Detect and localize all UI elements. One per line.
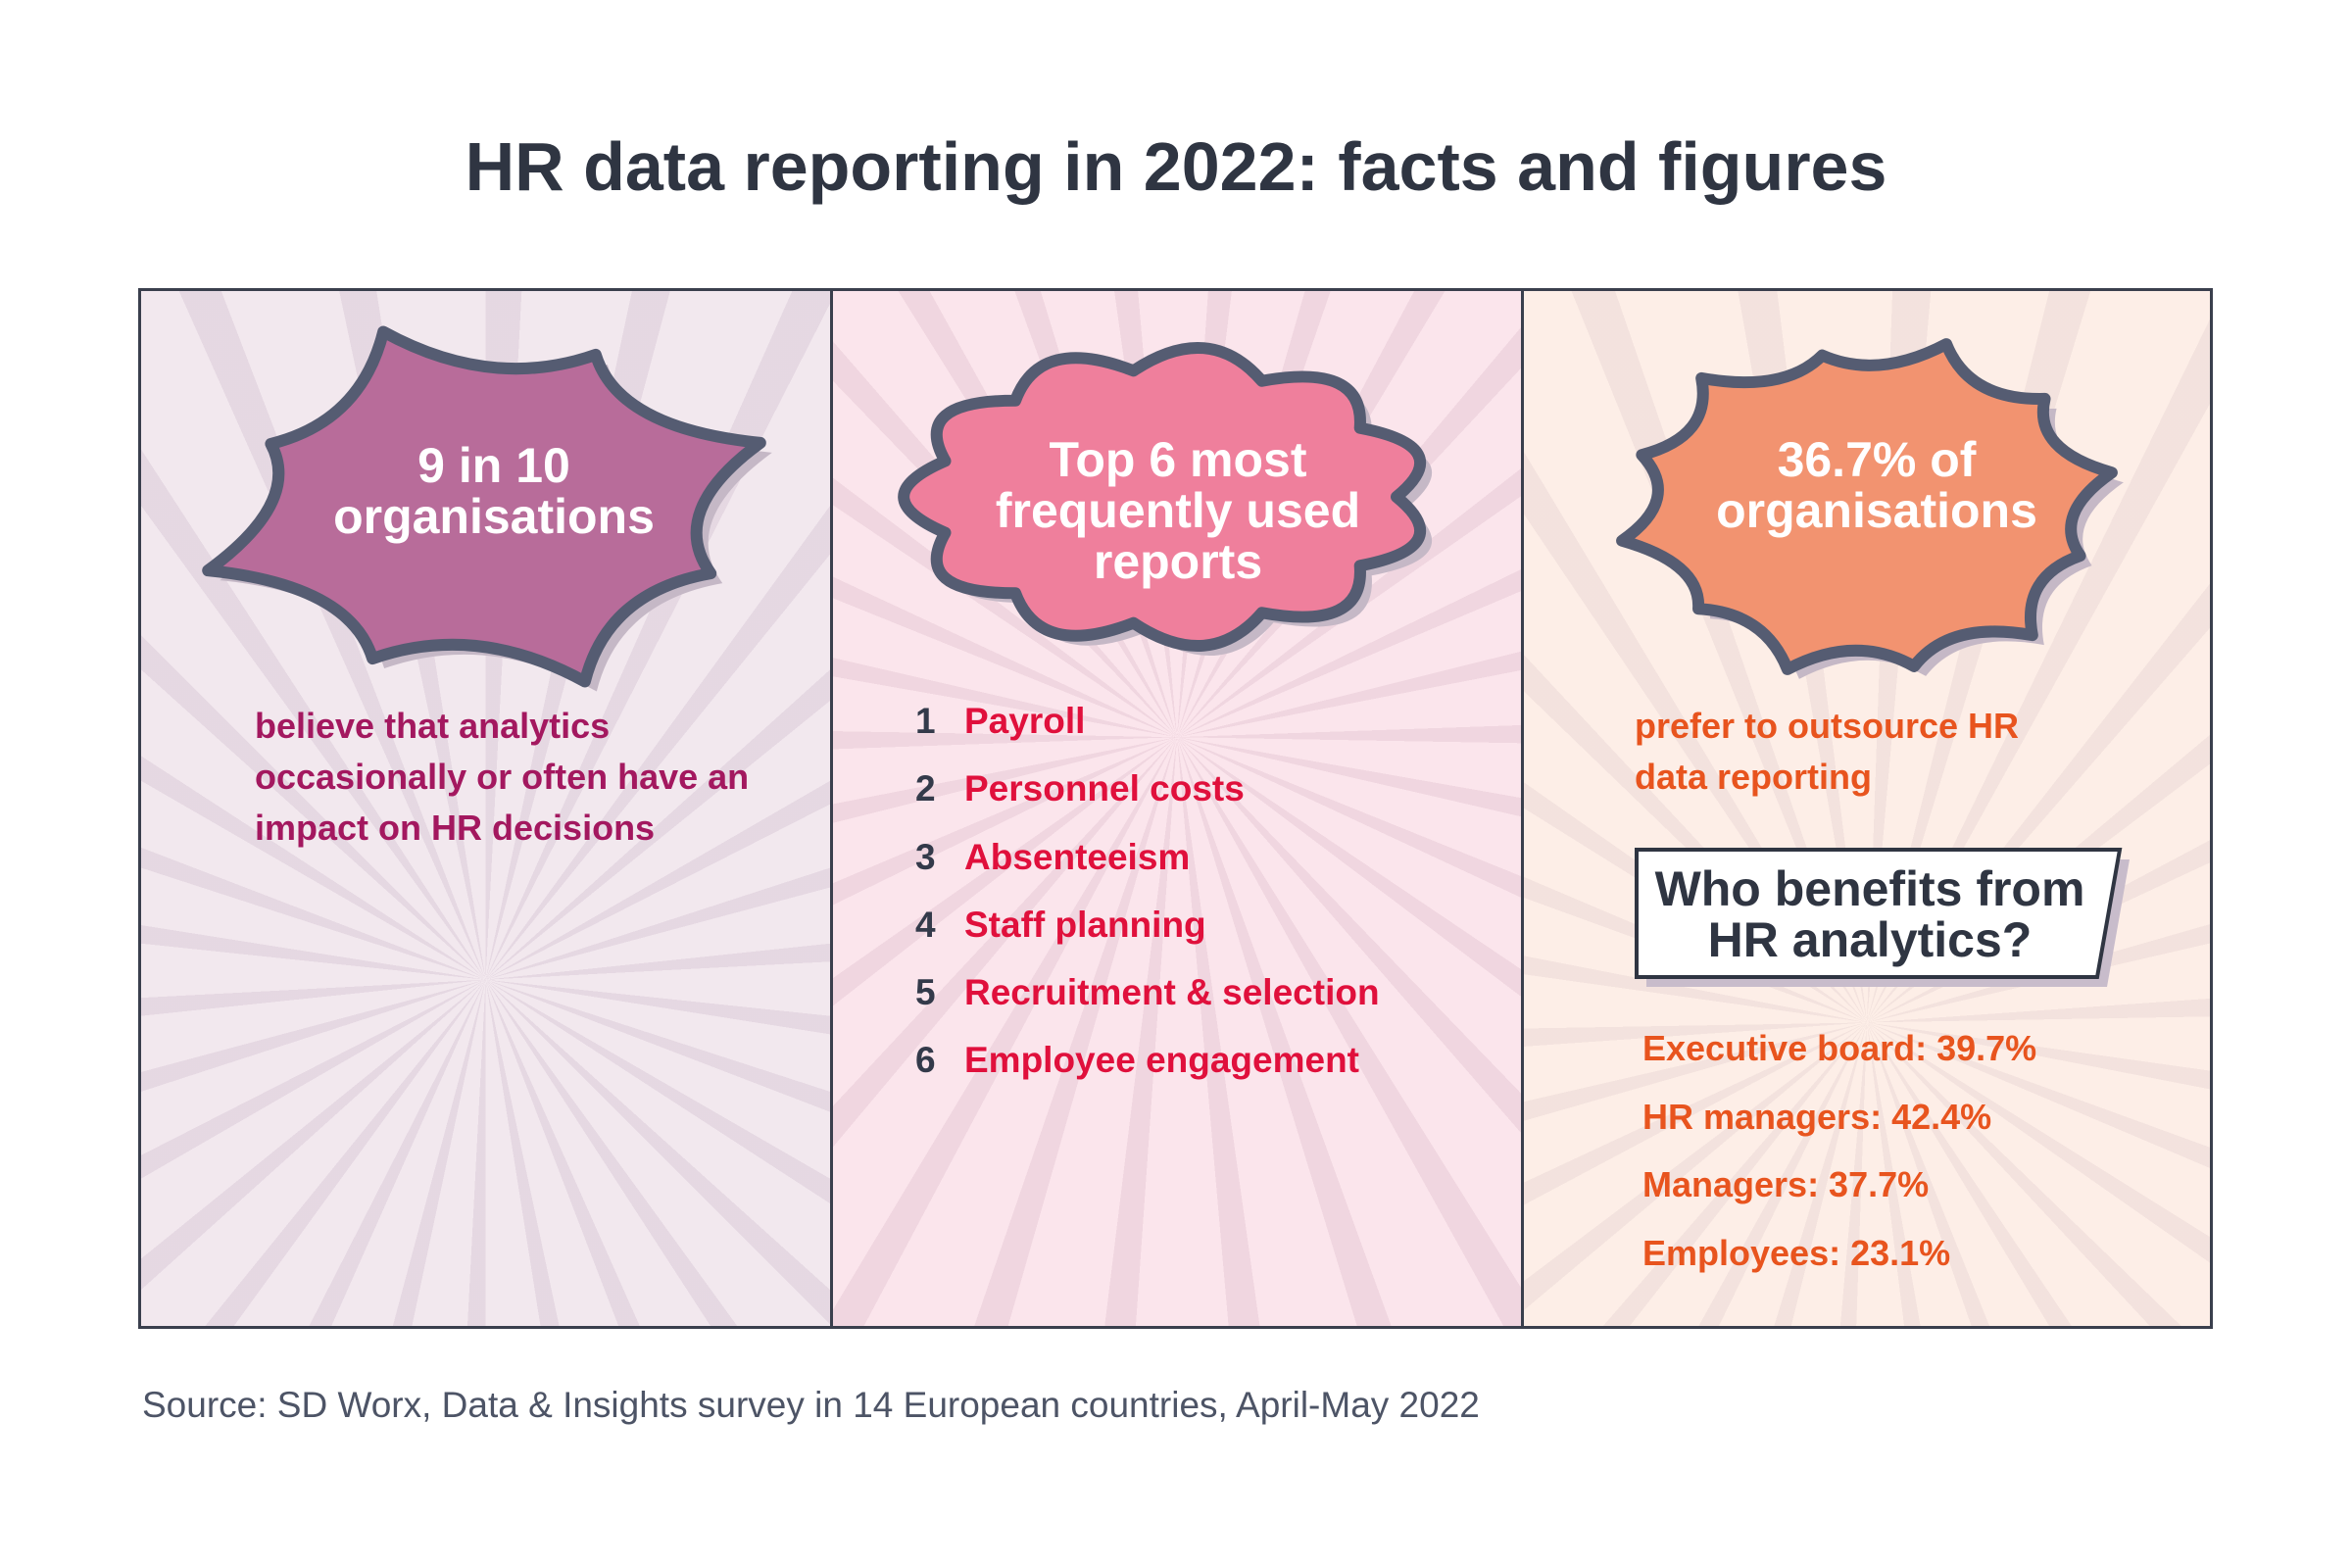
middle-headline: Top 6 most frequently used reports <box>884 434 1472 587</box>
stat-item: Executive board: 39.7% <box>1642 1028 2037 1068</box>
cloud-fill <box>898 341 1427 653</box>
list-item: 3 Absenteeism <box>915 837 1380 905</box>
middle-headline-line1: Top 6 most <box>1049 432 1307 487</box>
stat-item: Employees: 23.1% <box>1642 1232 1951 1273</box>
stat-item: HR managers: 42.4% <box>1642 1096 1992 1137</box>
left-description: believe that analytics occasionally or o… <box>255 706 750 848</box>
rank: 5 <box>915 972 936 1013</box>
panel-right: 36.7% of organisations prefer to outsour… <box>1524 291 2210 1326</box>
right-description: prefer to outsource HR data reporting <box>1635 706 2020 797</box>
question-line1: Who benefits from <box>1654 861 2085 916</box>
list-item: 1 Payroll <box>915 701 1380 768</box>
rank: 6 <box>915 1040 936 1081</box>
infographic-frame: 9 in 10 organisations believe that analy… <box>138 288 2213 1329</box>
report-label: Personnel costs <box>964 768 1245 809</box>
report-label: Absenteeism <box>964 836 1191 877</box>
cloud-shape <box>898 341 1433 657</box>
source-note: Source: SD Worx, Data & Insights survey … <box>142 1385 1480 1425</box>
report-label: Recruitment & selection <box>964 972 1380 1013</box>
question-heading: Who benefits from HR analytics? <box>1635 863 2105 965</box>
right-headline: 36.7% of organisations <box>1583 434 2171 536</box>
beneficiary-stats: Executive board: 39.7% HR managers: 42.4… <box>1642 1028 2036 1300</box>
rank: 3 <box>915 836 936 877</box>
page-title: HR data reporting in 2022: facts and fig… <box>465 128 1887 205</box>
panel-left: 9 in 10 organisations believe that analy… <box>141 291 833 1326</box>
report-label: Payroll <box>964 701 1086 741</box>
question-line2: HR analytics? <box>1707 912 2033 967</box>
middle-headline-line2: frequently used <box>995 483 1361 538</box>
list-item: 4 Staff planning <box>915 905 1380 972</box>
rank: 2 <box>915 768 936 809</box>
left-headline: 9 in 10 organisations <box>200 440 788 542</box>
list-item: 6 Employee engagement <box>915 1040 1380 1107</box>
burst-fill <box>1616 338 2118 675</box>
starburst-right <box>1616 338 2124 679</box>
starburst-left <box>202 325 772 692</box>
panel-middle: Top 6 most frequently used reports 1 Payr… <box>833 291 1524 1326</box>
question-box <box>1635 848 2130 987</box>
reports-list: 1 Payroll 2 Personnel costs 3 Absenteeism 4… <box>915 701 1380 1108</box>
list-item: 2 Personnel costs <box>915 768 1380 836</box>
right-headline-line2: organisations <box>1716 483 2037 538</box>
rank: 1 <box>915 701 936 741</box>
middle-headline-line3: reports <box>1093 534 1263 589</box>
report-label: Employee engagement <box>964 1040 1360 1081</box>
burst-fill <box>202 325 766 688</box>
left-headline-line1: 9 in 10 <box>417 438 570 493</box>
stat-item: Managers: 37.7% <box>1642 1164 1930 1204</box>
report-label: Staff planning <box>964 904 1206 945</box>
left-headline-line2: organisations <box>333 489 655 544</box>
right-headline-line1: 36.7% of <box>1777 432 1977 487</box>
list-item: 5 Recruitment & selection <box>915 972 1380 1040</box>
rank: 4 <box>915 904 936 945</box>
